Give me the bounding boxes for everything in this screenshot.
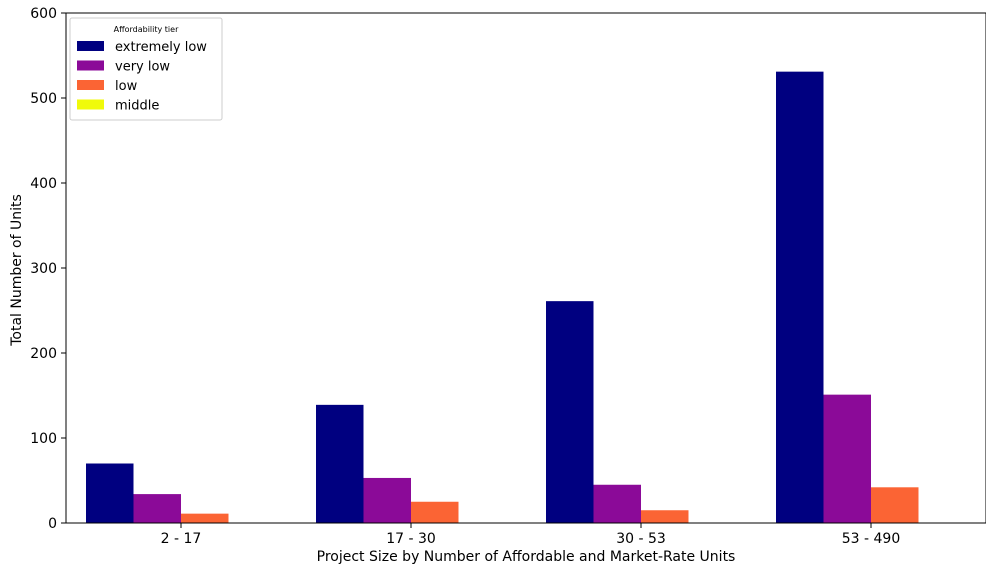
legend-label-middle: middle bbox=[115, 99, 159, 114]
x-tick-label: 17 - 30 bbox=[386, 531, 436, 547]
bar-extremely-low-0 bbox=[86, 463, 134, 523]
y-tick-label: 400 bbox=[30, 176, 57, 192]
bar-low-2 bbox=[641, 510, 689, 523]
y-axis-label: Total Number of Units bbox=[9, 194, 25, 347]
bar-low-0 bbox=[181, 513, 229, 523]
bar-extremely-low-1 bbox=[316, 404, 364, 523]
legend-swatch-extremely-low bbox=[77, 41, 104, 51]
bar-extremely-low-2 bbox=[546, 301, 594, 523]
legend: Affordability tier extremely low very low… bbox=[69, 17, 223, 121]
bar-very-low-0 bbox=[133, 494, 181, 523]
legend-swatch-middle bbox=[77, 99, 104, 110]
y-tick-label: 0 bbox=[48, 516, 57, 532]
x-axis-label: Project Size by Number of Affordable and… bbox=[317, 549, 736, 565]
x-tick-label: 2 - 17 bbox=[161, 531, 202, 547]
bar-very-low-1 bbox=[363, 477, 411, 523]
y-tick-label: 100 bbox=[30, 431, 57, 447]
legend-label-low: low bbox=[115, 79, 138, 94]
legend-entries: extremely low very low low middle bbox=[77, 40, 207, 114]
y-tick-label: 500 bbox=[30, 91, 57, 107]
bar-low-3 bbox=[871, 487, 919, 523]
bar-extremely-low-3 bbox=[776, 71, 824, 524]
bar-very-low-2 bbox=[593, 484, 641, 523]
plot-area: 0 100 200 300 400 500 600 2 - 17 17 - 30 30 - 53 5… bbox=[30, 6, 986, 547]
legend-label-very-low: very low bbox=[115, 60, 170, 75]
y-tick-label: 600 bbox=[30, 6, 57, 22]
x-tick-label: 53 - 490 bbox=[842, 531, 901, 547]
legend-swatch-low bbox=[77, 80, 104, 90]
legend-label-extremely-low: extremely low bbox=[115, 40, 207, 55]
bar-low-1 bbox=[411, 501, 459, 523]
bar-very-low-3 bbox=[823, 394, 871, 523]
legend-frame bbox=[69, 17, 223, 121]
x-tick-label: 30 - 53 bbox=[616, 531, 666, 547]
y-tick-label: 200 bbox=[30, 346, 57, 362]
legend-swatch-very-low bbox=[77, 60, 104, 71]
y-tick-label: 300 bbox=[30, 261, 57, 277]
legend-title: Affordability tier bbox=[114, 25, 179, 34]
